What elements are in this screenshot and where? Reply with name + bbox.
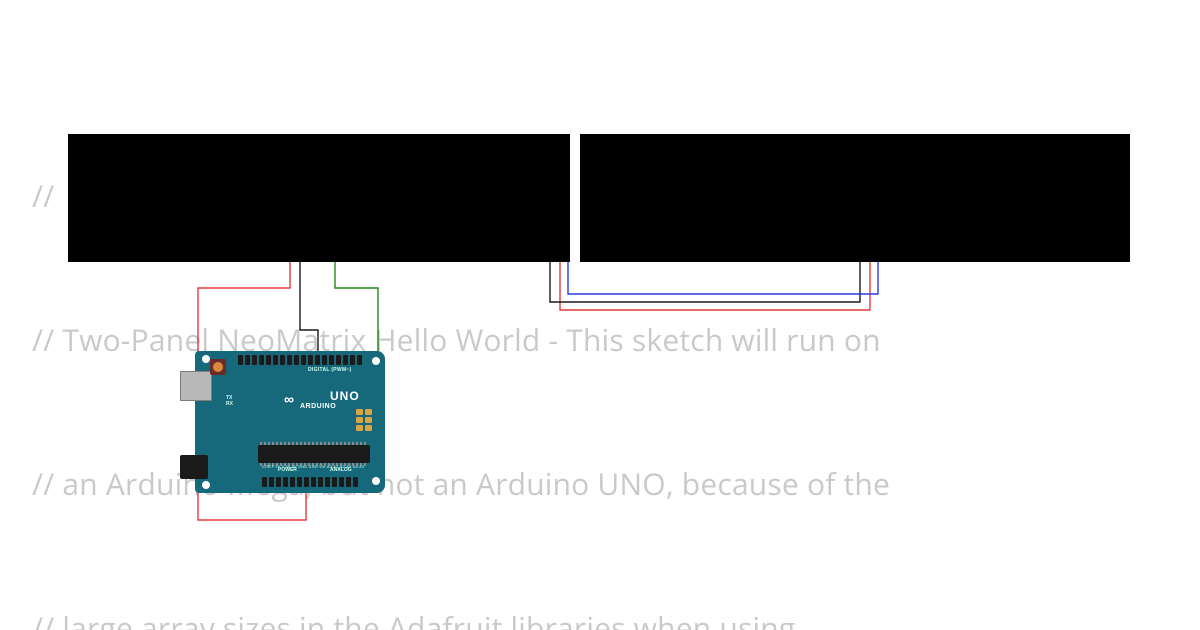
code-line: // an Arduino Mega, but not an Arduino U…	[32, 460, 935, 508]
code-line: //	[32, 172, 935, 220]
code-comment-block: // // Two-Panel NeoMatrix Hello World - …	[32, 76, 935, 630]
code-line: // Two-Panel NeoMatrix Hello World - Thi…	[32, 316, 935, 364]
code-line: // large array sizes in the Adafruit lib…	[32, 604, 935, 630]
